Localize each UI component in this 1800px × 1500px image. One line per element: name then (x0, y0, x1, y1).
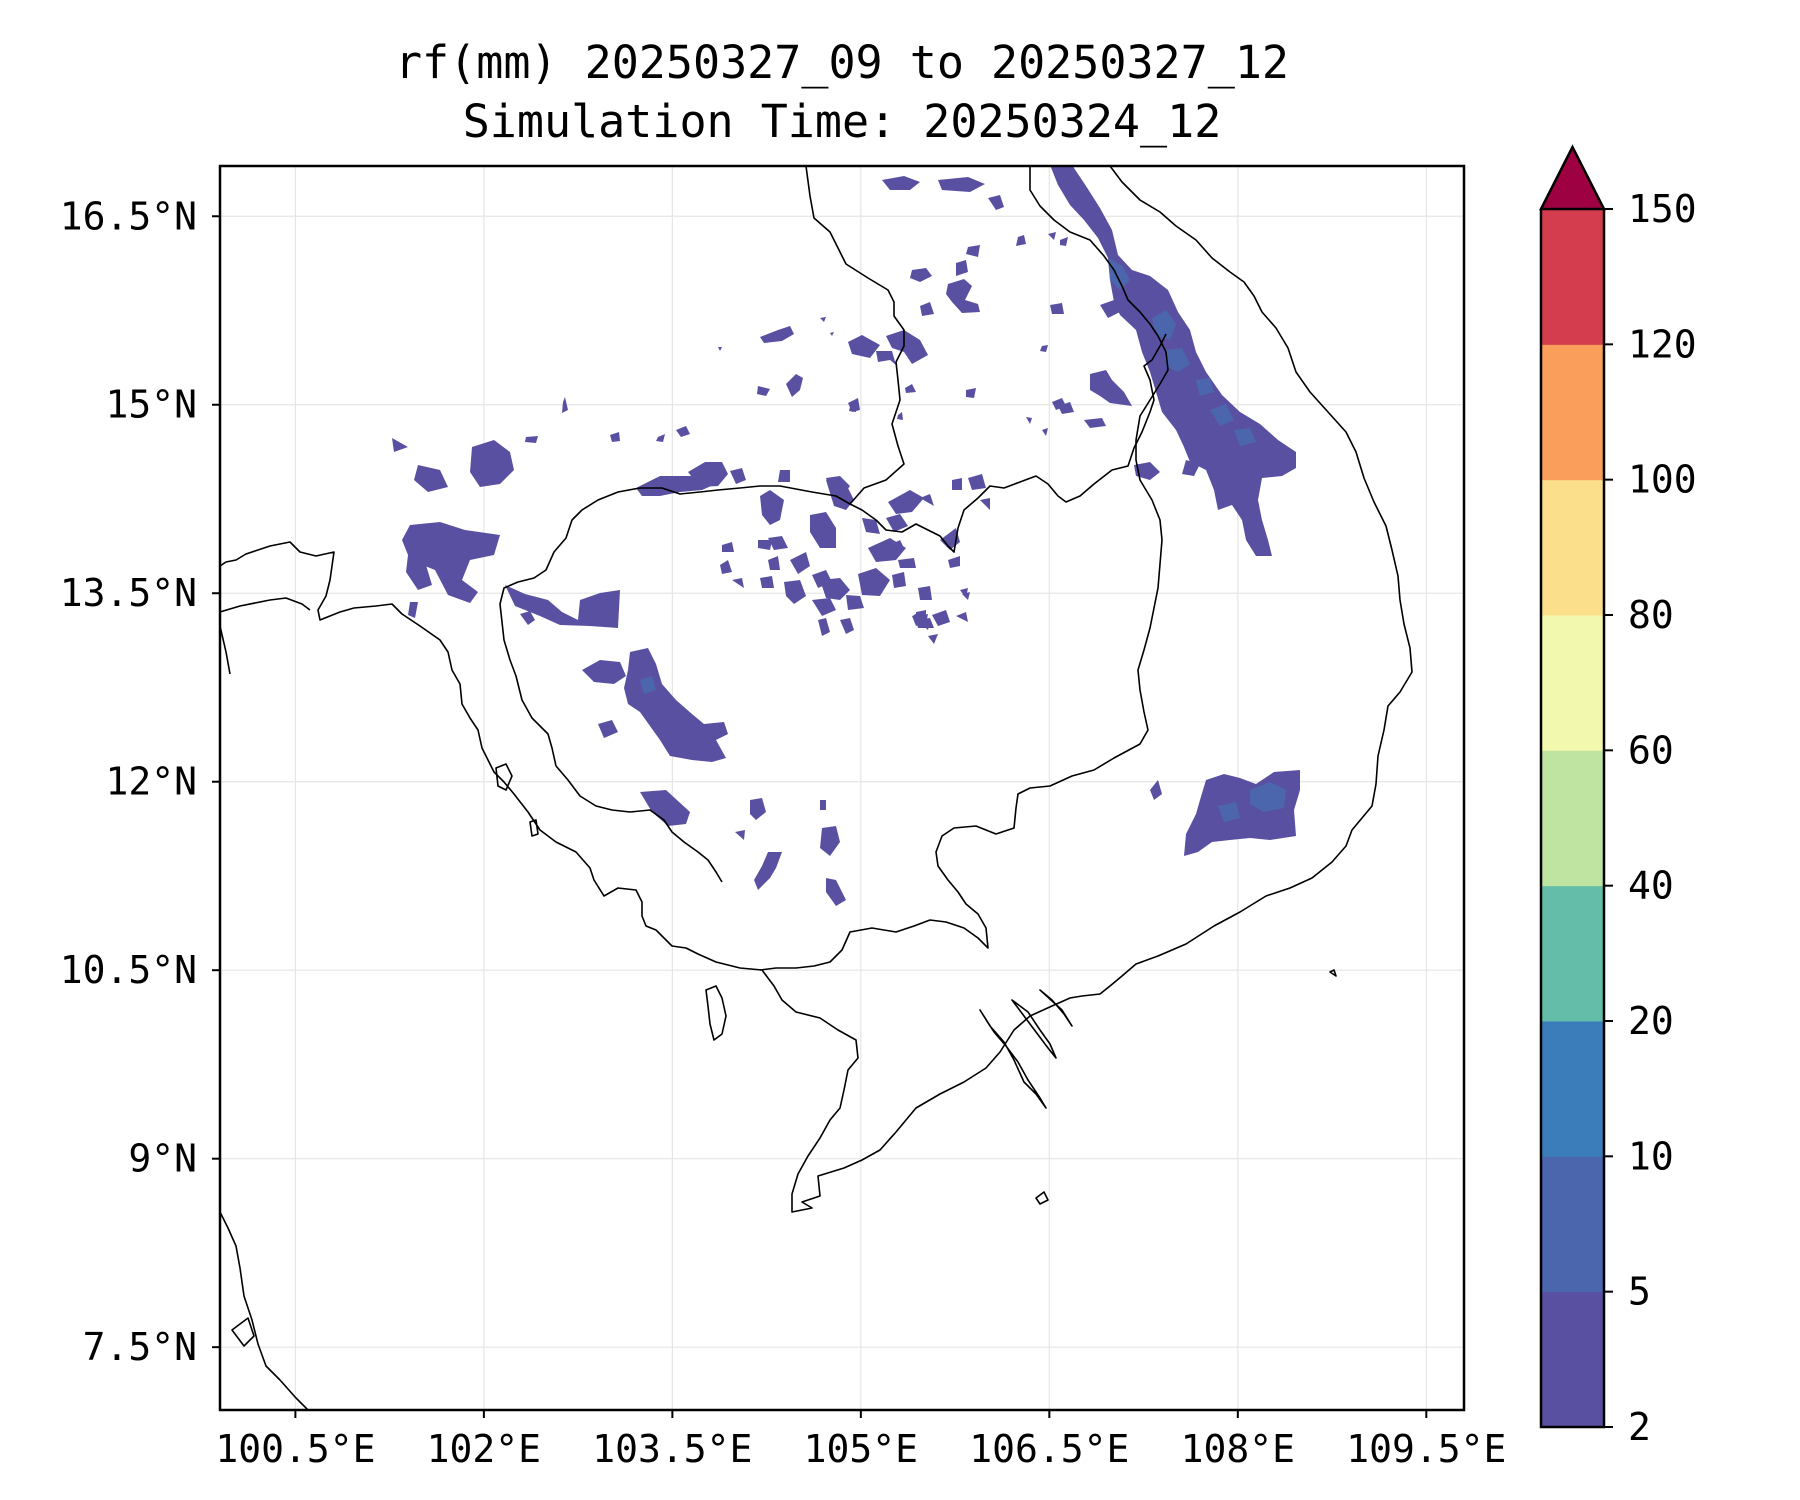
colorbar-tick-label-7: 100 (1628, 458, 1697, 502)
colorbar-swatch-20-40 (1541, 885, 1604, 1022)
colorbar-swatch-100-120 (1541, 344, 1604, 481)
y-tick-label-6: 7.5°N (83, 1325, 197, 1369)
island-small-1 (529, 819, 539, 837)
y-tick-label-5: 9°N (128, 1137, 197, 1181)
map-axes-frame (218, 164, 1466, 1412)
colorbar-swatch-80-100 (1541, 479, 1604, 616)
colorbar-tick-label-2: 10 (1628, 1134, 1674, 1178)
colorbar-tick-label-0: 2 (1628, 1405, 1651, 1449)
chart-title-line-1: rf(mm) 20250327_09 to 20250327_12 (395, 36, 1289, 89)
island-phu-quoc (705, 985, 727, 1041)
chart-title-line-2: Simulation Time: 20250324_12 (463, 95, 1222, 148)
coastline-mekong-delta-detail (979, 989, 1073, 1109)
coastline-mainland (220, 166, 1413, 1213)
x-tick-label-3: 105°E (804, 1427, 918, 1471)
island-small-3 (1329, 969, 1337, 977)
border-laos-vietnam-north (759, 166, 1169, 971)
coastlines-and-borders (220, 166, 1413, 1410)
colorbar-swatch-120-150 (1541, 209, 1604, 345)
map-panel (218, 164, 1466, 1412)
rain-class-5-10mm (640, 258, 1286, 822)
x-tick-label-0: 100.5°E (215, 1427, 375, 1471)
colorbar-swatch-10-20 (1541, 1021, 1604, 1157)
colorbar-tick-label-6: 80 (1628, 593, 1674, 637)
colorbar-swatch-5-10 (1541, 1156, 1604, 1293)
colorbar-tick-label-1: 5 (1628, 1270, 1651, 1314)
y-tick-label-1: 15°N (105, 383, 197, 427)
colorbar-swatch-2-5 (1541, 1291, 1604, 1428)
y-tick-label-2: 13.5°N (60, 571, 197, 615)
colorbar-tick-label-8: 120 (1628, 322, 1697, 366)
rainfall-contours (392, 166, 1300, 906)
y-tick-label-4: 10.5°N (60, 948, 197, 992)
x-tick-label-2: 103.5°E (592, 1427, 752, 1471)
colorbar-tick-label-3: 20 (1628, 999, 1674, 1043)
colorbar-extend-max-arrow (1538, 144, 1607, 211)
colorbar-swatch-40-60 (1541, 750, 1604, 887)
colorbar-outline (1539, 209, 1606, 1429)
x-tick-label-1: 102°E (427, 1427, 541, 1471)
x-axis-tick-labels: 100.5°E 102°E 103.5°E 105°E 106.5°E 108°E 109.… (215, 1410, 1506, 1471)
colorbar-tick-label-9: 150 (1628, 187, 1697, 231)
colorbar-tick-label-5: 60 (1628, 728, 1674, 772)
island-koh-kong (495, 763, 513, 791)
y-axis-tick-labels: 16.5°N 15°N 13.5°N 12°N 10.5°N 9°N 7.5°N (60, 194, 220, 1369)
colorbar-tick-label-4: 40 (1628, 864, 1674, 908)
colorbar-swatch-60-80 (1541, 615, 1604, 751)
border-cambodia-vietnam (849, 333, 1167, 553)
country-borders (499, 166, 905, 767)
x-tick-label-6: 109.5°E (1346, 1427, 1506, 1471)
x-tick-label-4: 106.5°E (969, 1427, 1129, 1471)
island-southwest (231, 1317, 255, 1347)
coastline-southwest-peninsula (220, 1211, 309, 1410)
island-small-2 (1035, 1191, 1049, 1205)
y-tick-label-3: 12°N (105, 760, 197, 804)
border-thailand-cambodia-east (555, 765, 723, 883)
x-tick-label-5: 108°E (1181, 1427, 1295, 1471)
border-thai-coastal (220, 625, 231, 675)
y-tick-label-0: 16.5°N (60, 194, 197, 238)
colorbar: 2 5 10 20 40 60 80 100 120 150 (1538, 144, 1697, 1449)
border-myanmar-thailand (220, 597, 311, 613)
